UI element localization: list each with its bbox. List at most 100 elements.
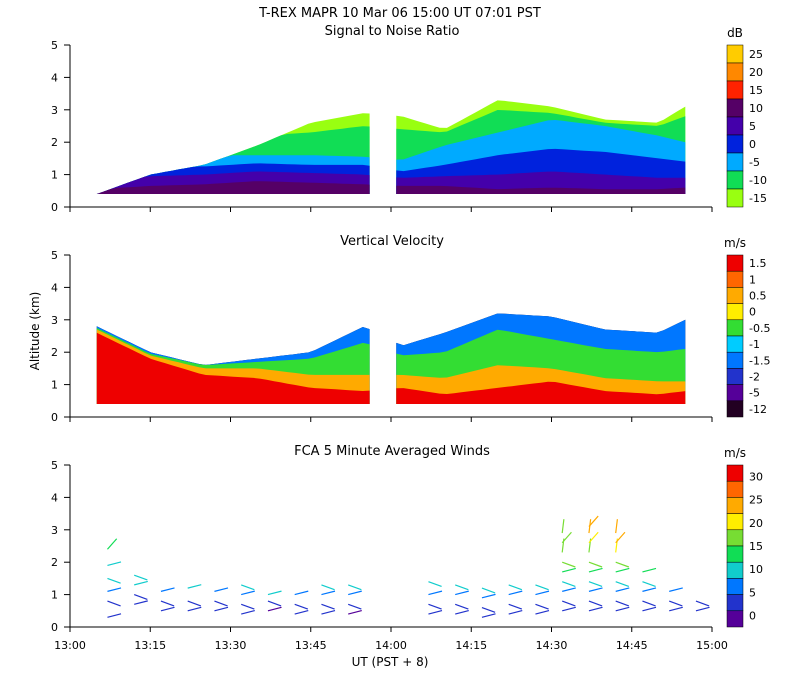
y-tick-label: 3 [51,314,58,327]
colorbar-tick-label: -0.5 [749,322,770,335]
colorbar-tick-label: -12 [749,403,767,416]
panel-1: Signal to Noise Ratio 0 1 2 3 4 5 dB 25 20 15 10 5 0 -… [51,24,767,214]
colorbar-swatch [726,594,744,612]
wind-barb [107,587,122,592]
wind-barb [294,590,309,596]
colorbar-units: m/s [724,236,746,250]
x-tick-label: 14:45 [616,639,648,652]
wind-barb [642,587,657,592]
wind-barb [160,587,175,592]
wind-barb [454,584,469,591]
colorbar-tick-label: 5 [749,586,756,599]
x-tick-label: 14:00 [375,639,407,652]
wind-barb [695,606,710,612]
wind-barb [214,587,229,592]
wind-barb [642,600,656,607]
y-tick-label: 0 [51,201,58,214]
colorbar-tick-label: 1.5 [749,257,767,270]
y-tick-label: 0 [51,621,58,634]
colorbar-swatch [726,287,744,304]
y-tick-label: 1 [51,589,58,602]
colorbar-tick-label: -15 [749,192,767,205]
wind-barb [134,600,148,605]
wind-barb [428,603,442,610]
wind-barb [508,603,523,610]
colorbar-tick-label: 0 [749,306,756,319]
colorbar-tick-label: 0 [749,609,756,622]
colorbar-tick-label: 15 [749,540,763,553]
heatmap-band [396,185,686,194]
wind-barb [615,519,618,534]
wind-barb [240,584,255,591]
wind-barb [321,603,335,610]
wind-barb [668,600,683,607]
wind-barb [561,561,576,568]
wind-barb [107,577,121,584]
colorbar-swatch [726,545,744,563]
panel-2: Vertical Velocity 0 1 2 3 4 5 m/s1.5 1 0.5 0 -0.5 -1… [51,234,770,424]
colorbar-swatch [726,351,744,369]
panel-title: FCA 5 Minute Averaged Winds [294,444,490,459]
wind-barb [642,606,657,612]
y-tick-label: 1 [51,379,58,392]
wind-barb [615,606,630,612]
panels: Signal to Noise Ratio012345dB2520151050-… [51,24,770,652]
colorbar-swatch [726,610,744,628]
wind-barb [133,594,148,600]
y-tick-label: 0 [51,411,58,424]
colorbar-swatch [726,513,744,531]
x-tick-label: 14:30 [536,639,568,652]
colorbar-swatch [726,561,744,579]
colorbar-tick-label: 25 [749,48,763,61]
colorbar-swatch [726,480,744,498]
wind-barb [454,603,469,610]
y-tick-label: 5 [51,459,58,472]
x-axis-label: UT (PST + 8) [352,655,429,669]
colorbar-tick-label: 0 [749,138,756,151]
wind-barb [267,606,282,612]
colorbar-tick-label: -1 [749,338,760,351]
wind-barb [561,519,565,534]
panel-title: Vertical Velocity [340,234,444,249]
wind-barb [535,584,549,591]
wind-barb [428,609,443,615]
heatmap-band [396,381,686,404]
wind-barb [107,561,122,567]
colorbar-tick-label: 20 [749,517,763,530]
wind-barb [348,609,362,615]
wind-barb [615,587,630,592]
x-tick-label: 15:00 [696,639,728,652]
wind-barb [240,603,255,610]
colorbar-swatch [726,152,744,172]
wind-barb [241,609,255,615]
wind-barb [294,603,309,610]
wind-barb [669,606,683,612]
wind-barb [428,590,443,596]
wind-barb [321,584,335,591]
wind-barb [428,581,442,588]
colorbar-tick-label: 10 [749,102,763,115]
wind-barb [481,587,496,594]
wind-barb [106,538,118,550]
wind-barb [455,609,469,615]
colorbar-tick-label: 5 [749,120,756,133]
wind-barb [187,600,202,607]
wind-barb [455,590,469,596]
wind-barb [562,587,576,592]
colorbar-tick-label: -2 [749,371,760,384]
colorbar-swatch [726,188,744,208]
colorbar-tick-label: 20 [749,66,763,79]
y-tick-label: 4 [51,281,58,294]
x-tick-label: 13:15 [134,639,166,652]
wind-barb [561,600,576,607]
wind-barb [695,600,710,607]
y-tick-label: 4 [51,491,58,504]
wind-barb [615,600,630,607]
colorbar-swatch [726,319,744,337]
wind-barb [588,606,603,612]
wind-barb [508,590,523,596]
colorbar-swatch [726,400,744,418]
colorbar-swatch [726,254,744,272]
colorbar-swatch [726,578,744,595]
wind-barb [588,561,603,568]
